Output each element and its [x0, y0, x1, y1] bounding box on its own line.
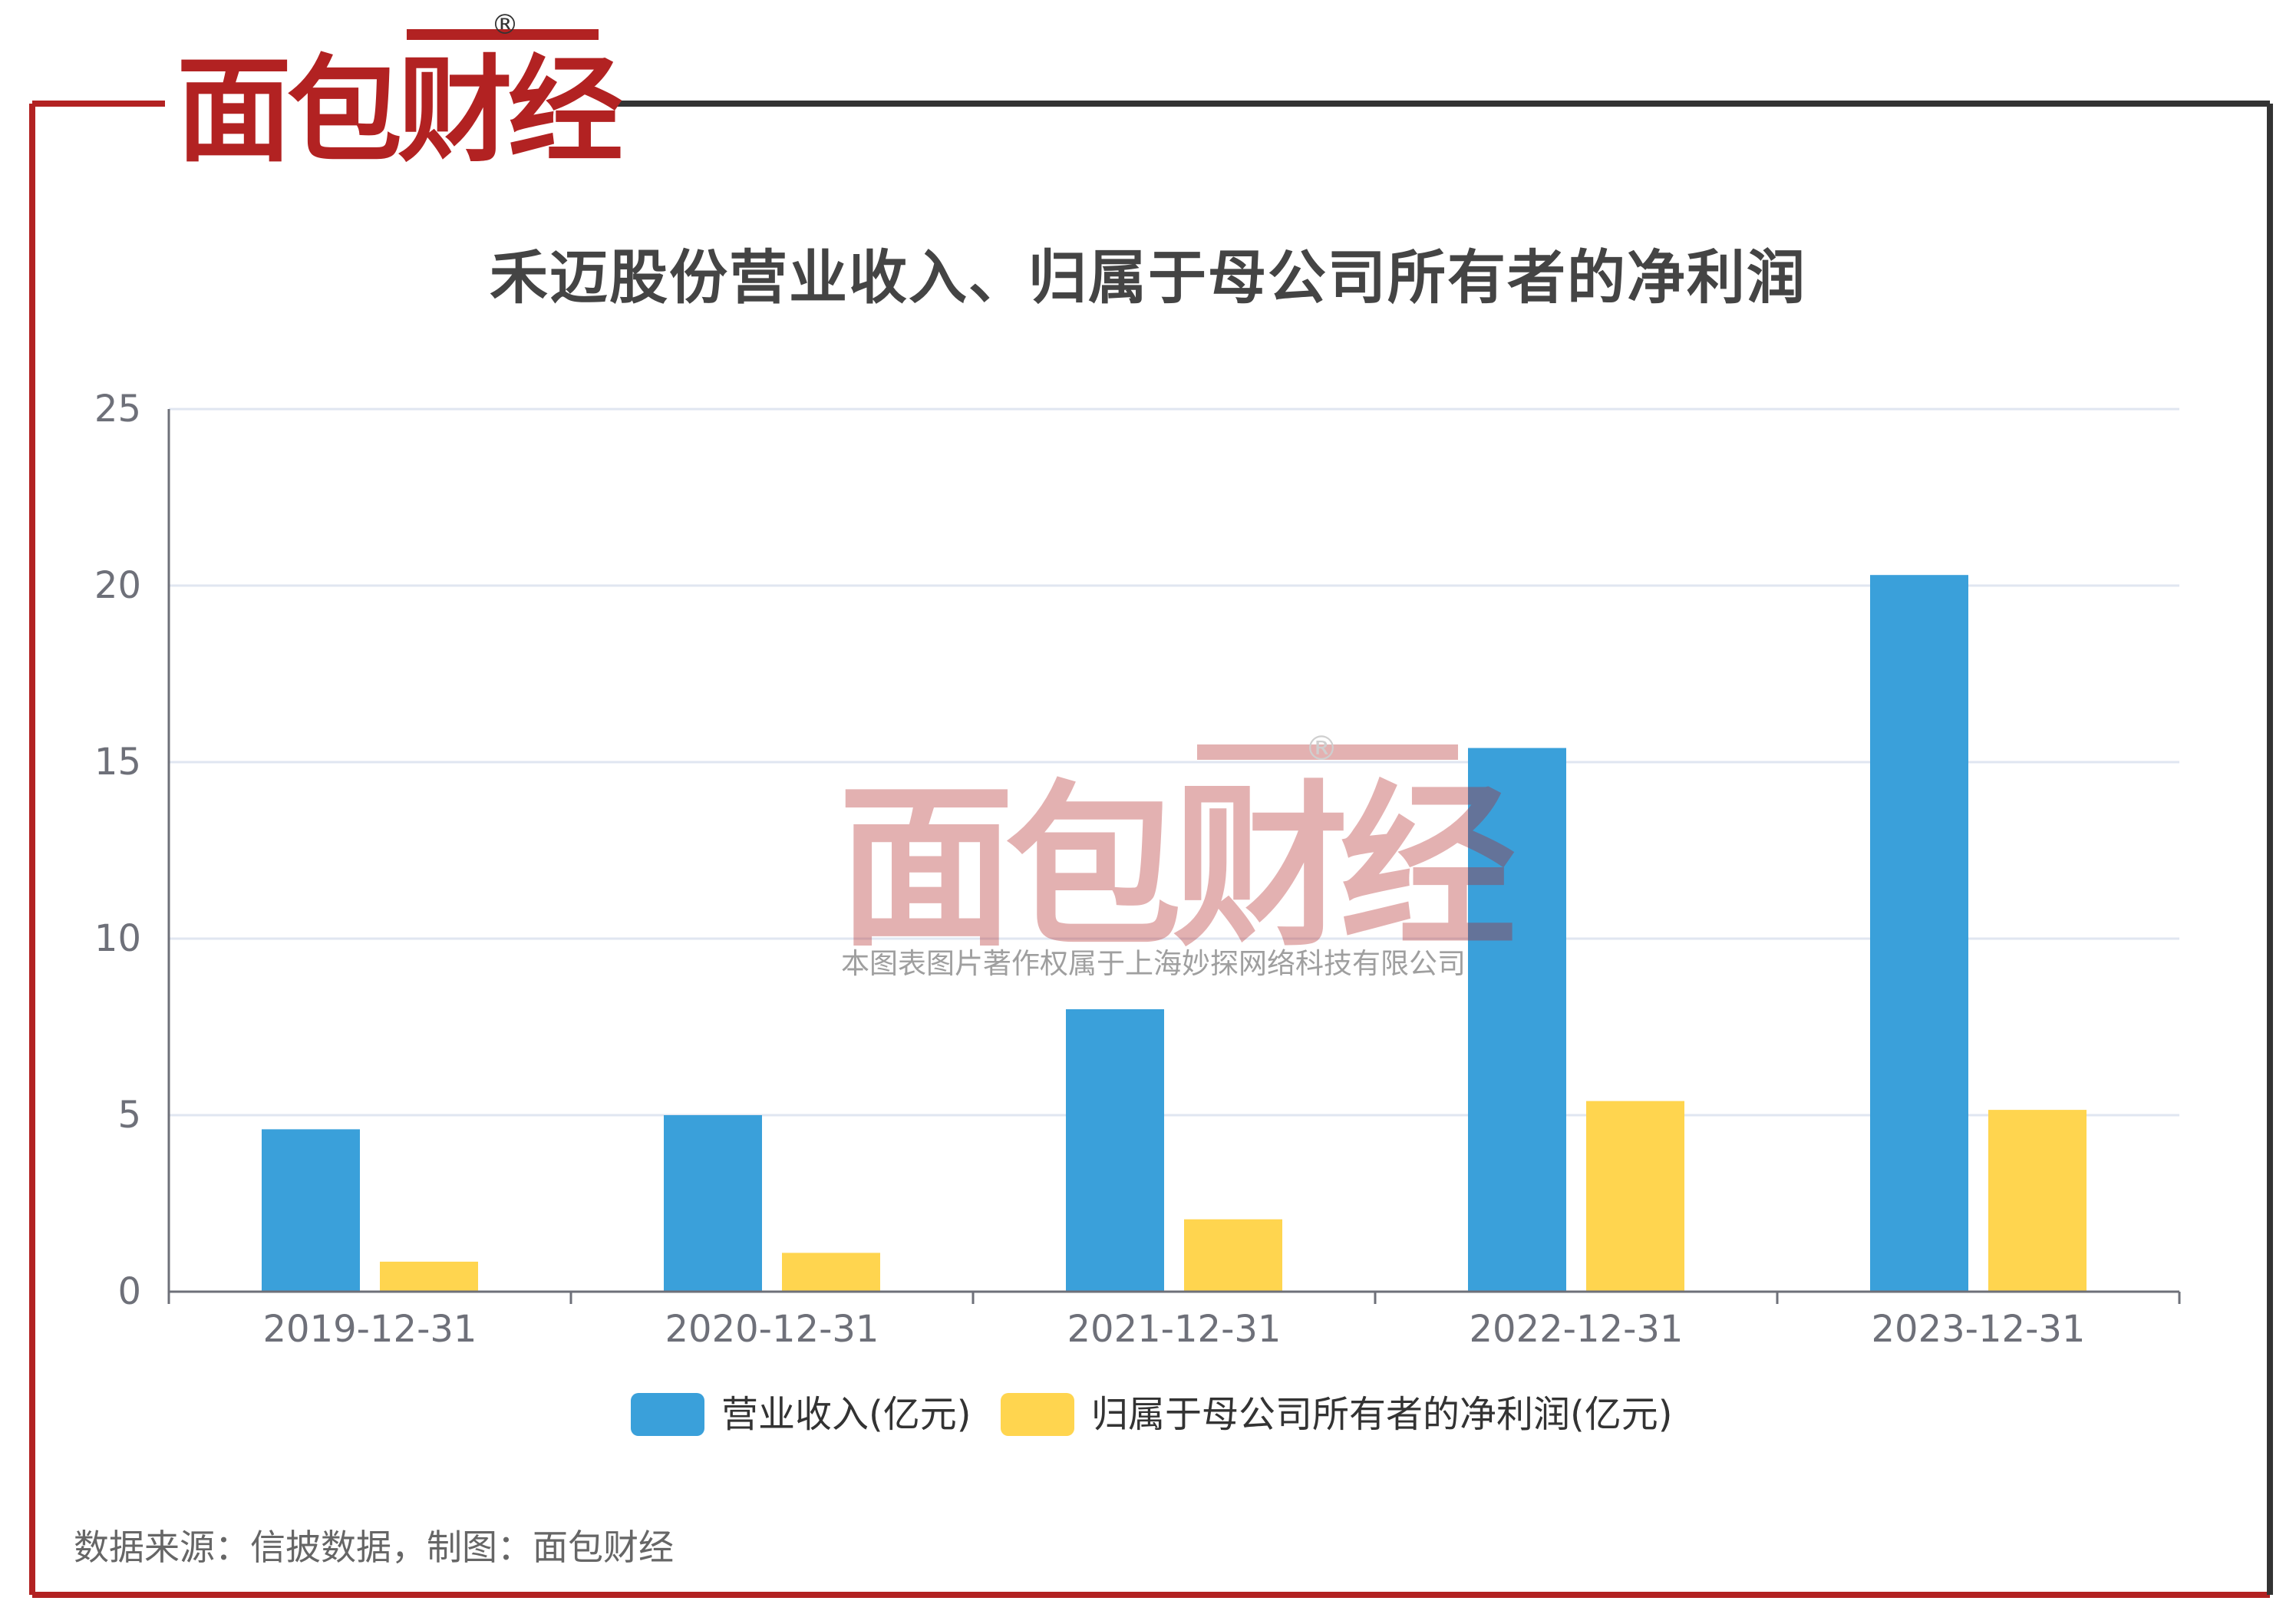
- bar-revenue: [664, 1115, 762, 1292]
- registered-mark: ®: [491, 9, 519, 41]
- x-tick-label: 2019-12-31: [263, 1308, 477, 1351]
- logo-text-red: 面包财经: [176, 45, 622, 178]
- bars: [262, 575, 2087, 1292]
- y-tick-label: 10: [94, 917, 141, 960]
- y-tick-label: 0: [117, 1270, 141, 1313]
- y-tick-label: 5: [117, 1094, 141, 1137]
- bar-revenue: [1066, 1009, 1164, 1292]
- data-source-note: 数据来源：信披数据，制图：面包财经: [74, 1527, 674, 1568]
- bar-net-profit: [1988, 1110, 2087, 1292]
- x-tick-label: 2022-12-31: [1470, 1308, 1684, 1351]
- bar-revenue: [1468, 748, 1566, 1292]
- x-tick-label: 2023-12-31: [1872, 1308, 2086, 1351]
- legend-swatch[interactable]: [631, 1393, 704, 1436]
- brand-logo: 面包财经 ®: [176, 9, 627, 178]
- chart-title: 禾迈股份营业收入、归属于母公司所有者的净利润: [490, 243, 1806, 312]
- watermark: 面包财经 ®: [838, 729, 1524, 971]
- x-tick-label: 2020-12-31: [665, 1308, 879, 1351]
- watermark-accent-bar: [1197, 744, 1458, 760]
- y-axis-ticks: 0 5 10 15 20 25: [94, 388, 141, 1313]
- y-tick-label: 25: [94, 388, 141, 431]
- y-tick-label: 20: [94, 564, 141, 607]
- legend-swatch[interactable]: [1001, 1393, 1074, 1436]
- watermark-registered-mark: ®: [1305, 729, 1338, 768]
- legend: 营业收入(亿元) 归属于母公司所有者的净利润(亿元): [631, 1393, 1672, 1436]
- bar-revenue: [262, 1129, 360, 1292]
- bar-net-profit: [1586, 1101, 1684, 1292]
- logo-accent-bar: [407, 29, 599, 40]
- bar-net-profit: [380, 1261, 478, 1292]
- bar-net-profit: [782, 1253, 880, 1292]
- x-axis-ticks: 2019-12-31 2020-12-31 2021-12-31 2022-12-31…: [263, 1308, 2086, 1351]
- watermark-copyright: 本图表图片著作权属于上海妙探网络科技有限公司: [841, 947, 1466, 980]
- axes: [167, 409, 2181, 1304]
- watermark-logo: 面包财经: [838, 766, 1515, 971]
- grid-lines: [169, 408, 2179, 1117]
- legend-label[interactable]: 营业收入(亿元): [721, 1393, 971, 1436]
- bar-net-profit: [1184, 1219, 1282, 1292]
- legend-label[interactable]: 归属于母公司所有者的净利润(亿元): [1091, 1393, 1672, 1436]
- x-tick-label: 2021-12-31: [1067, 1308, 1282, 1351]
- bar-revenue: [1870, 575, 1968, 1292]
- y-tick-label: 15: [94, 741, 141, 784]
